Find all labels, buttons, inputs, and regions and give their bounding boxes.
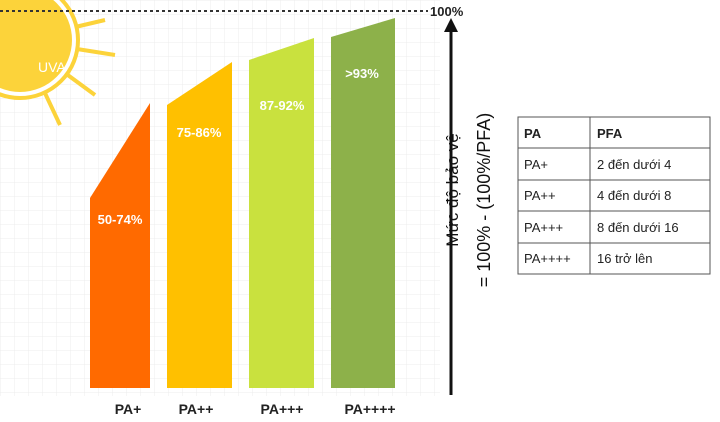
bar: [167, 62, 232, 388]
table-cell: 8 đến dưới 16: [597, 220, 679, 235]
sun: [0, 0, 116, 126]
table-cell: PA+++: [524, 220, 563, 235]
category: PA++++: [344, 401, 395, 417]
table-header: PFA: [597, 126, 623, 141]
table-cell: PA++: [524, 188, 556, 203]
axis-formula: = 100% - (100%/PFA): [474, 113, 494, 288]
table-cell: 4 đến dưới 8: [597, 188, 671, 203]
bar-label: >93%: [345, 66, 379, 81]
top-label: 100%: [430, 4, 464, 19]
table-cell: PA+: [524, 157, 548, 172]
bar: [331, 18, 395, 388]
category: PA++: [179, 401, 214, 417]
table-cell: 2 đến dưới 4: [597, 157, 671, 172]
category: PA+: [115, 401, 142, 417]
table-cell: 16 trở lên: [597, 251, 653, 266]
table: [517, 116, 711, 275]
bar: [249, 38, 314, 388]
table-cell: PA++++: [524, 251, 571, 266]
sun-label: UVA: [38, 59, 66, 75]
axis-label: Mức độ bảo vệ: [443, 133, 462, 246]
category: PA+++: [261, 401, 304, 417]
bar-label: 87-92%: [260, 98, 305, 113]
table-header: PA: [524, 126, 542, 141]
arrow: [444, 18, 458, 32]
bar-label: 75-86%: [177, 125, 222, 140]
bar: [90, 103, 150, 388]
bar-label: 50-74%: [98, 212, 143, 227]
